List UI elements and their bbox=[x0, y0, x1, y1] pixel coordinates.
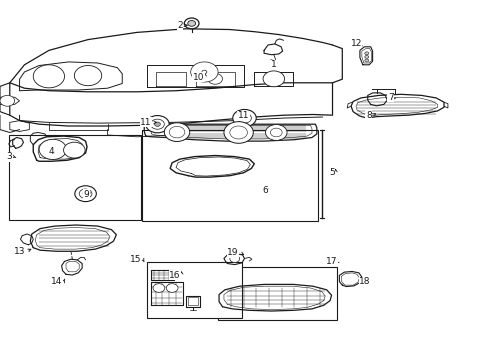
Circle shape bbox=[39, 139, 66, 159]
Circle shape bbox=[364, 55, 368, 58]
Circle shape bbox=[153, 284, 164, 292]
Circle shape bbox=[164, 123, 189, 141]
Circle shape bbox=[33, 65, 64, 88]
Text: 10: 10 bbox=[192, 73, 204, 82]
Text: 11: 11 bbox=[140, 118, 151, 127]
Text: 9: 9 bbox=[83, 190, 89, 199]
Text: 13: 13 bbox=[14, 247, 25, 256]
Circle shape bbox=[145, 116, 169, 133]
Circle shape bbox=[74, 66, 102, 86]
Circle shape bbox=[75, 186, 96, 202]
Circle shape bbox=[224, 122, 253, 143]
Text: 4: 4 bbox=[48, 147, 54, 156]
Text: 15: 15 bbox=[130, 255, 142, 264]
Circle shape bbox=[202, 70, 206, 74]
Circle shape bbox=[229, 255, 239, 262]
Text: 11: 11 bbox=[237, 111, 249, 120]
Text: 19: 19 bbox=[226, 248, 238, 257]
Circle shape bbox=[265, 125, 286, 140]
Circle shape bbox=[166, 284, 178, 292]
Circle shape bbox=[79, 189, 92, 198]
Bar bbox=[146, 262, 242, 318]
Circle shape bbox=[169, 126, 184, 138]
Circle shape bbox=[0, 95, 15, 106]
Circle shape bbox=[83, 192, 88, 195]
Circle shape bbox=[232, 109, 256, 127]
Circle shape bbox=[207, 73, 222, 84]
Circle shape bbox=[270, 128, 282, 137]
Circle shape bbox=[187, 21, 195, 26]
Text: 1: 1 bbox=[270, 60, 276, 69]
Text: 7: 7 bbox=[387, 93, 393, 102]
Bar bbox=[217, 267, 337, 320]
Circle shape bbox=[364, 59, 368, 62]
Circle shape bbox=[190, 62, 218, 82]
Text: 8: 8 bbox=[365, 111, 371, 120]
Circle shape bbox=[364, 52, 368, 55]
Text: 6: 6 bbox=[262, 186, 267, 195]
Circle shape bbox=[63, 142, 85, 158]
Text: 18: 18 bbox=[358, 277, 370, 286]
Bar bbox=[142, 130, 317, 221]
Circle shape bbox=[196, 66, 212, 78]
Text: 16: 16 bbox=[169, 271, 181, 280]
Circle shape bbox=[241, 116, 247, 120]
Circle shape bbox=[154, 122, 160, 126]
Text: 3: 3 bbox=[6, 152, 12, 161]
Circle shape bbox=[237, 113, 251, 123]
Text: 17: 17 bbox=[325, 256, 337, 265]
Text: 2: 2 bbox=[177, 21, 183, 30]
Bar bbox=[9, 135, 141, 220]
Text: 12: 12 bbox=[350, 39, 361, 48]
Circle shape bbox=[184, 18, 199, 29]
Circle shape bbox=[229, 126, 247, 139]
Circle shape bbox=[150, 119, 164, 129]
Text: 5: 5 bbox=[328, 168, 334, 177]
Circle shape bbox=[263, 71, 284, 87]
Text: 14: 14 bbox=[51, 277, 62, 286]
Circle shape bbox=[193, 64, 215, 80]
